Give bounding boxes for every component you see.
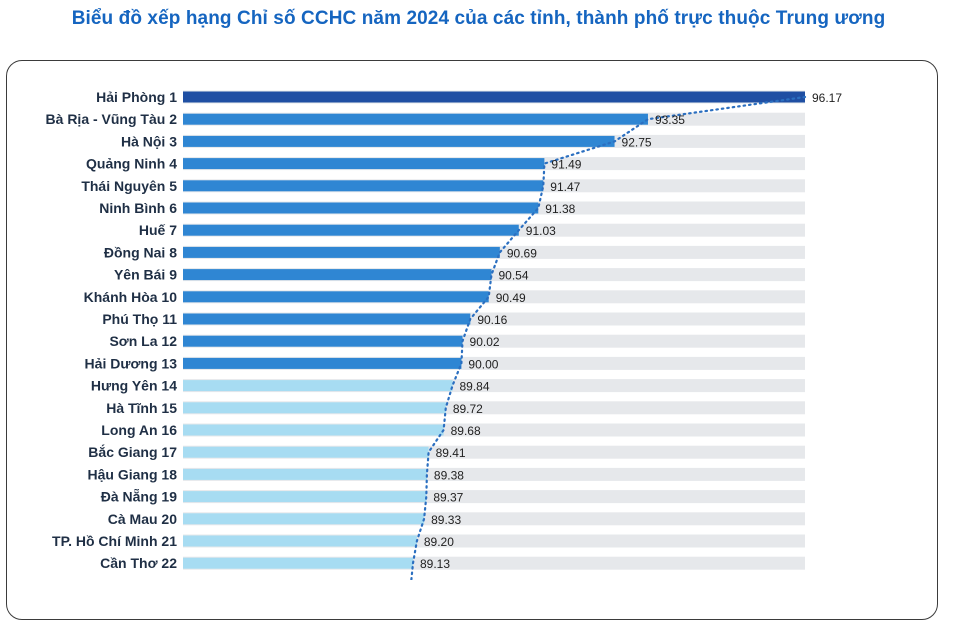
value-label: 89.13 [420, 557, 450, 571]
bar [183, 335, 463, 347]
category-label: Ninh Bình 6 [99, 200, 177, 216]
bar [183, 224, 519, 236]
bar [183, 246, 500, 258]
bar [183, 535, 417, 547]
value-label: 89.41 [436, 446, 466, 460]
bar [183, 91, 805, 103]
value-label: 90.54 [498, 269, 528, 283]
value-label: 90.16 [477, 313, 507, 327]
value-label: 93.35 [655, 113, 685, 127]
bar [183, 491, 427, 503]
bar [183, 135, 615, 147]
category-label: Đồng Nai 8 [104, 244, 177, 260]
bar [183, 180, 544, 192]
value-label: 91.38 [545, 202, 575, 216]
value-label: 89.72 [453, 402, 483, 416]
category-label: Hà Nội 3 [121, 133, 177, 149]
value-label: 89.37 [433, 491, 463, 505]
value-label: 91.03 [526, 224, 556, 238]
bar [183, 446, 429, 458]
trend-line [410, 95, 807, 580]
bar [183, 357, 462, 369]
trend-dots [410, 95, 807, 580]
value-label: 92.75 [622, 135, 652, 149]
category-label: Cần Thơ 22 [100, 555, 177, 571]
bar [183, 291, 489, 303]
category-label: Quảng Ninh 4 [86, 156, 177, 172]
bar [183, 313, 471, 325]
value-label: 90.02 [470, 335, 500, 349]
rank-labels: Hải Phòng 1 Bà Rịa - Vũng Tàu 2 Hà Nội 3 Qu… [46, 89, 178, 571]
bar [183, 269, 492, 281]
category-label: Yên Bái 9 [114, 267, 177, 283]
bar [183, 424, 444, 436]
category-label: TP. Hồ Chí Minh 21 [52, 533, 177, 549]
category-label: Cà Mau 20 [108, 511, 177, 527]
bar [183, 513, 425, 525]
bar [183, 557, 413, 569]
bar [183, 380, 453, 392]
category-label: Khánh Hòa 10 [84, 289, 178, 305]
value-label: 90.00 [468, 357, 498, 371]
value-label: 90.69 [507, 246, 537, 260]
category-label: Hà Tĩnh 15 [106, 400, 177, 416]
value-label: 89.68 [451, 424, 481, 438]
bar [183, 158, 545, 170]
bar [183, 113, 648, 125]
value-label: 91.47 [550, 180, 580, 194]
value-label: 89.38 [434, 468, 464, 482]
category-label: Hải Phòng 1 [96, 89, 177, 105]
value-label: 89.33 [431, 513, 461, 527]
category-label: Đà Nẵng 19 [101, 488, 177, 505]
value-label: 89.84 [460, 380, 490, 394]
category-label: Hưng Yên 14 [91, 378, 177, 394]
category-label: Long An 16 [101, 422, 177, 438]
value-label: 89.20 [424, 535, 454, 549]
category-label: Thái Nguyên 5 [81, 178, 177, 194]
value-label: 96.17 [812, 91, 842, 105]
bar-chart: Hải Phòng 1 Bà Rịa - Vũng Tàu 2 Hà Nội 3 Qu… [46, 89, 842, 580]
chart-title: Biểu đồ xếp hạng Chỉ số CCHC năm 2024 củ… [71, 8, 886, 29]
bar [183, 402, 446, 414]
category-label: Hậu Giang 18 [88, 466, 178, 482]
category-label: Phú Thọ 11 [102, 311, 177, 327]
value-label: 90.49 [496, 291, 526, 305]
bar [183, 202, 539, 214]
category-label: Bà Rịa - Vũng Tàu 2 [46, 111, 178, 127]
value-label: 91.49 [551, 158, 581, 172]
category-label: Sơn La 12 [109, 333, 177, 349]
bars [183, 91, 805, 569]
category-label: Huế 7 [139, 222, 177, 238]
category-label: Hải Dương 13 [85, 355, 178, 371]
bar [183, 468, 427, 480]
category-label: Bắc Giang 17 [88, 443, 177, 460]
